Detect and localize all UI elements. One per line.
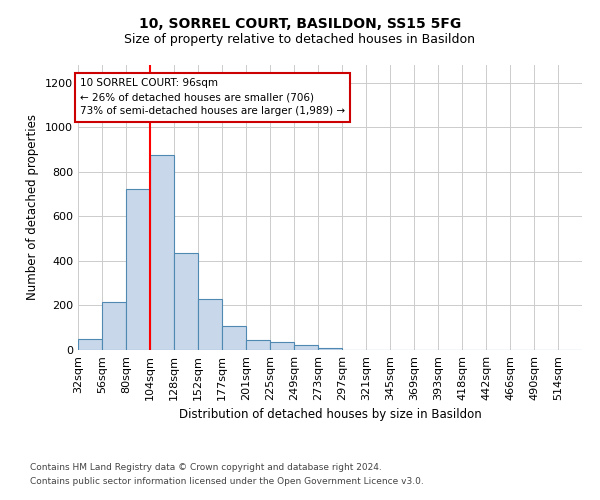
Bar: [198, 299, 222, 350]
Bar: [270, 342, 294, 350]
X-axis label: Distribution of detached houses by size in Basildon: Distribution of detached houses by size …: [179, 408, 481, 422]
Bar: [246, 340, 270, 350]
Text: Contains HM Land Registry data © Crown copyright and database right 2024.: Contains HM Land Registry data © Crown c…: [30, 462, 382, 471]
Bar: [222, 326, 246, 350]
Bar: [174, 253, 198, 350]
Text: Contains public sector information licensed under the Open Government Licence v3: Contains public sector information licen…: [30, 478, 424, 486]
Bar: [150, 155, 174, 350]
Bar: [318, 348, 342, 350]
Bar: [126, 188, 150, 350]
Bar: [102, 302, 126, 350]
Text: 10 SORREL COURT: 96sqm
← 26% of detached houses are smaller (706)
73% of semi-de: 10 SORREL COURT: 96sqm ← 26% of detached…: [80, 78, 345, 116]
Y-axis label: Number of detached properties: Number of detached properties: [26, 114, 40, 300]
Bar: [78, 339, 102, 350]
Text: Size of property relative to detached houses in Basildon: Size of property relative to detached ho…: [125, 32, 476, 46]
Bar: [294, 345, 318, 350]
Text: 10, SORREL COURT, BASILDON, SS15 5FG: 10, SORREL COURT, BASILDON, SS15 5FG: [139, 18, 461, 32]
